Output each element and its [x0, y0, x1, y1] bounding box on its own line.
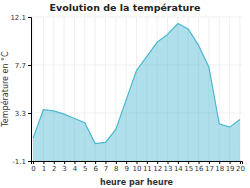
tick-label: 2	[52, 165, 56, 173]
tick: 8	[114, 161, 118, 173]
tick-mark	[126, 161, 127, 164]
tick-label: 10	[133, 165, 142, 173]
tick: 1	[42, 161, 46, 173]
tick: 10	[133, 161, 142, 173]
tick-mark	[230, 161, 231, 164]
tick: 3	[62, 161, 66, 173]
tick-label: 14	[174, 165, 183, 173]
grid	[31, 17, 242, 161]
tick-mark	[219, 161, 220, 164]
tick-label: 15	[184, 165, 193, 173]
grid-line	[31, 65, 242, 66]
tick-mark	[64, 161, 65, 164]
tick-mark	[240, 161, 241, 164]
tick-mark	[28, 17, 31, 18]
grid-line	[95, 17, 96, 161]
tick-label: 8	[114, 165, 118, 173]
y-axis-label: Température en °C	[0, 51, 10, 128]
tick: -1.1	[12, 158, 31, 166]
tick-label: 6	[93, 165, 98, 173]
tick-mark	[116, 161, 117, 164]
tick-mark	[105, 161, 106, 164]
tick-label: 16	[195, 165, 204, 173]
tick-mark	[85, 161, 86, 164]
tick: 7.7	[15, 62, 31, 70]
tick-label: 7.7	[15, 62, 26, 70]
tick: 11	[143, 161, 152, 173]
tick-mark	[147, 161, 148, 164]
area	[33, 24, 240, 161]
tick-mark	[137, 161, 138, 164]
tick: 17	[205, 161, 214, 173]
tick-mark	[199, 161, 200, 164]
tick-label: 7	[104, 165, 108, 173]
tick-label: 4	[73, 165, 78, 173]
tick-label: 5	[83, 165, 87, 173]
tick-label: 12	[153, 165, 162, 173]
tick: 15	[184, 161, 193, 173]
tick: 3.3	[15, 110, 31, 118]
tick: 18	[215, 161, 224, 173]
tick-label: 3.3	[15, 110, 26, 118]
tick-mark	[28, 113, 31, 114]
tick-label: 11	[143, 165, 152, 173]
axis-line	[28, 18, 32, 162]
tick: 12.1	[10, 14, 31, 22]
tick: 14	[174, 161, 183, 173]
tick: 5	[83, 161, 87, 173]
tick-label: 3	[62, 165, 66, 173]
tick-label: 1	[42, 165, 46, 173]
plot-area	[33, 24, 240, 161]
tick-mark	[74, 161, 75, 164]
tick-label: 9	[124, 165, 128, 173]
tick-mark	[28, 65, 31, 66]
tick: 4	[73, 161, 78, 173]
tick: 13	[164, 161, 173, 173]
tick-mark	[28, 161, 31, 162]
tick-label: 13	[164, 165, 173, 173]
x-axis: 01234567891011121314151617181920	[31, 161, 245, 173]
tick: 16	[195, 161, 204, 173]
tick-label: 19	[226, 165, 235, 173]
tick-mark	[95, 161, 96, 164]
tick-label: 17	[205, 165, 214, 173]
tick-label: 18	[215, 165, 224, 173]
tick-mark	[43, 161, 44, 164]
tick-label: -1.1	[12, 158, 26, 166]
tick-label: 12.1	[10, 14, 26, 22]
y-axis: -1.1 3.3 7.7 12.1	[10, 14, 31, 166]
chart: Evolution de la température0123456789101…	[0, 0, 250, 188]
title: Evolution de la température	[50, 2, 201, 13]
tick: 12	[153, 161, 162, 173]
axis-line	[32, 162, 243, 165]
tick: 7	[104, 161, 108, 173]
tick-mark	[209, 161, 210, 164]
grid-line	[105, 17, 106, 161]
tick-mark	[168, 161, 169, 164]
tick: 2	[52, 161, 56, 173]
line	[33, 24, 240, 144]
tick-label: 0	[31, 165, 35, 173]
tick-mark	[188, 161, 189, 164]
tick: 6	[93, 161, 98, 173]
tick: 9	[124, 161, 128, 173]
tick: 19	[226, 161, 235, 173]
x-axis-label: heure par heure	[100, 178, 174, 187]
tick: 20	[236, 161, 245, 173]
tick-mark	[178, 161, 179, 164]
tick-mark	[33, 161, 34, 164]
tick-label: 20	[236, 165, 245, 173]
tick-mark	[157, 161, 158, 164]
tick-mark	[54, 161, 55, 164]
grid-line	[31, 17, 242, 18]
tick: 0	[31, 161, 35, 173]
